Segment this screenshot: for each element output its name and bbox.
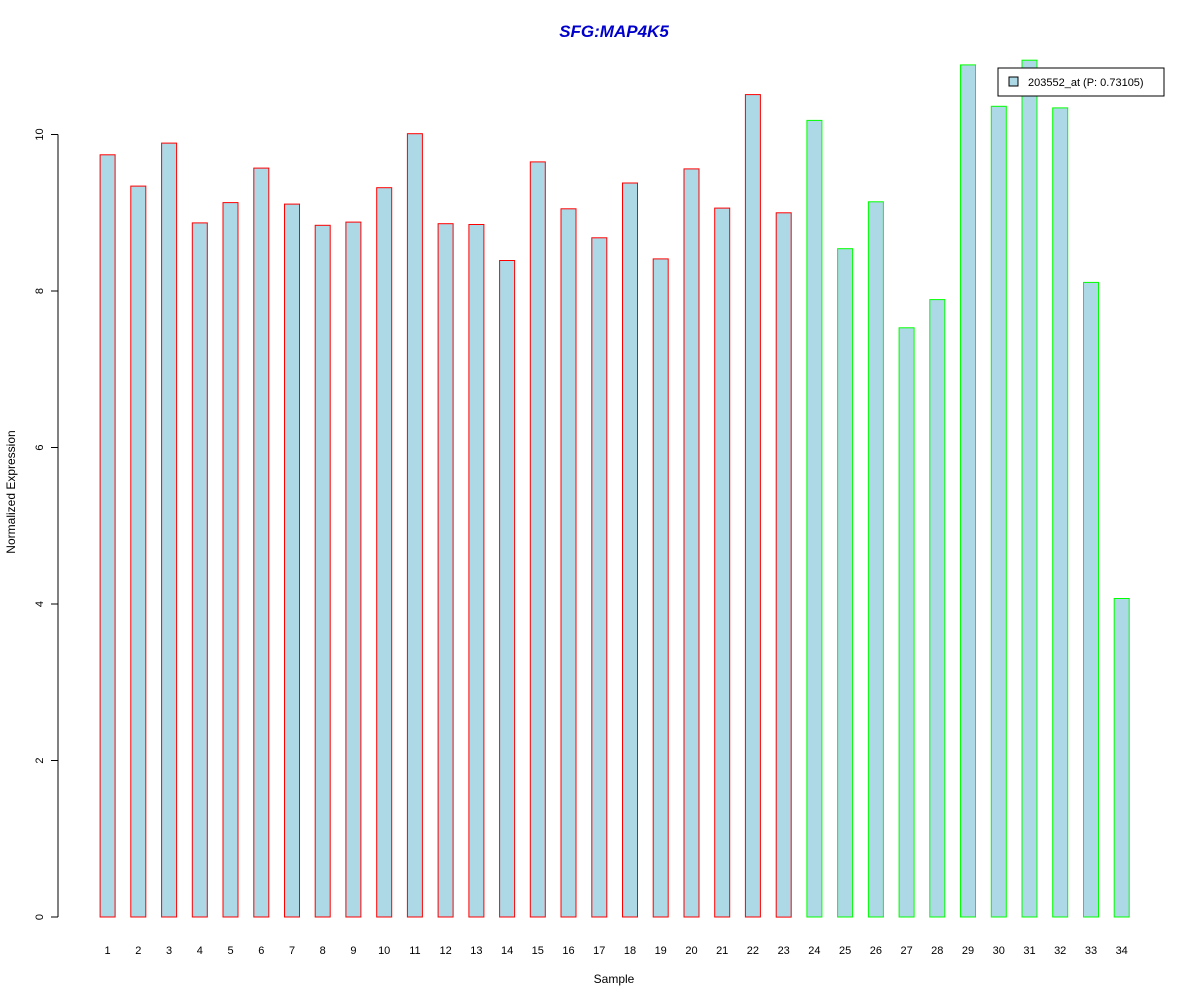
y-axis-label: Normalized Expression bbox=[4, 430, 18, 553]
x-tick-label: 33 bbox=[1085, 945, 1097, 957]
y-tick-label: 4 bbox=[34, 601, 46, 607]
x-tick-label: 1 bbox=[105, 945, 111, 957]
y-tick-label: 2 bbox=[34, 757, 46, 763]
bar bbox=[99, 154, 116, 918]
x-tick-label: 30 bbox=[993, 945, 1005, 957]
bar bbox=[253, 167, 270, 918]
x-tick-label: 34 bbox=[1116, 945, 1128, 957]
bar bbox=[437, 223, 454, 918]
bar bbox=[806, 119, 823, 918]
x-tick-label: 16 bbox=[562, 945, 574, 957]
bar bbox=[406, 133, 423, 918]
legend: 203552_at (P: 0.73105) bbox=[997, 67, 1165, 97]
y-tick-label: 6 bbox=[34, 444, 46, 450]
x-tick-label: 12 bbox=[439, 945, 451, 957]
x-tick-label: 25 bbox=[839, 945, 851, 957]
x-tick-label: 27 bbox=[900, 945, 912, 957]
bar bbox=[560, 208, 577, 918]
bar bbox=[929, 299, 946, 918]
x-tick-label: 15 bbox=[532, 945, 544, 957]
bar bbox=[591, 237, 608, 918]
x-tick-label: 9 bbox=[350, 945, 356, 957]
x-tick-label: 3 bbox=[166, 945, 172, 957]
x-tick-label: 23 bbox=[778, 945, 790, 957]
x-tick-label: 22 bbox=[747, 945, 759, 957]
x-axis: 1 2 3 4 5 6 7 8 9 10 11 12 13 14 15 16 17 18 19 20 21 22 23 24 2… bbox=[105, 945, 1128, 957]
bar bbox=[1021, 59, 1038, 918]
x-tick-label: 32 bbox=[1054, 945, 1066, 957]
bar bbox=[222, 202, 239, 918]
chart-title: SFG:MAP4K5 bbox=[559, 22, 669, 41]
bar bbox=[960, 64, 976, 918]
bars-group bbox=[99, 59, 1130, 918]
legend-swatch bbox=[1008, 76, 1019, 87]
legend-box bbox=[997, 67, 1165, 97]
bar bbox=[775, 212, 792, 918]
x-tick-label: 10 bbox=[378, 945, 390, 957]
x-tick-label: 29 bbox=[962, 945, 974, 957]
x-tick-label: 19 bbox=[655, 945, 667, 957]
bar bbox=[130, 185, 147, 918]
bar bbox=[837, 248, 854, 918]
bar bbox=[1083, 281, 1099, 918]
x-tick-label: 6 bbox=[258, 945, 264, 957]
x-tick-label: 18 bbox=[624, 945, 636, 957]
y-axis: 0 2 4 6 8 10 bbox=[34, 128, 59, 920]
x-tick-label: 21 bbox=[716, 945, 728, 957]
legend-label: 203552_at (P: 0.73105) bbox=[1028, 77, 1144, 89]
bar bbox=[652, 258, 669, 918]
bar bbox=[284, 203, 300, 918]
y-tick-label: 0 bbox=[34, 914, 46, 920]
bar bbox=[468, 224, 485, 918]
x-tick-label: 4 bbox=[197, 945, 203, 957]
bar bbox=[898, 327, 915, 918]
x-tick-label: 28 bbox=[931, 945, 943, 957]
x-tick-label: 17 bbox=[593, 945, 605, 957]
y-tick-label: 10 bbox=[34, 128, 46, 140]
bar bbox=[1113, 598, 1130, 918]
x-tick-label: 14 bbox=[501, 945, 513, 957]
x-tick-label: 2 bbox=[135, 945, 141, 957]
x-axis-label: Sample bbox=[594, 972, 635, 986]
x-tick-label: 24 bbox=[808, 945, 820, 957]
bar bbox=[161, 142, 178, 918]
x-tick-label: 7 bbox=[289, 945, 295, 957]
bar bbox=[622, 182, 638, 918]
x-tick-label: 31 bbox=[1023, 945, 1035, 957]
bar bbox=[683, 168, 700, 918]
bar bbox=[314, 224, 331, 918]
bar bbox=[499, 260, 516, 918]
bar bbox=[529, 161, 546, 918]
bar bbox=[744, 94, 761, 918]
x-tick-label: 20 bbox=[685, 945, 697, 957]
x-tick-label: 13 bbox=[470, 945, 482, 957]
bar bbox=[714, 207, 731, 918]
bar bbox=[376, 187, 393, 918]
bar bbox=[191, 222, 208, 918]
x-tick-label: 5 bbox=[227, 945, 233, 957]
x-tick-label: 26 bbox=[870, 945, 882, 957]
x-tick-label: 11 bbox=[409, 945, 420, 957]
bar bbox=[1052, 107, 1069, 918]
bar bbox=[867, 201, 884, 918]
bar bbox=[990, 105, 1007, 918]
bar bbox=[345, 221, 362, 918]
x-tick-label: 8 bbox=[320, 945, 326, 957]
y-tick-label: 8 bbox=[34, 288, 46, 294]
